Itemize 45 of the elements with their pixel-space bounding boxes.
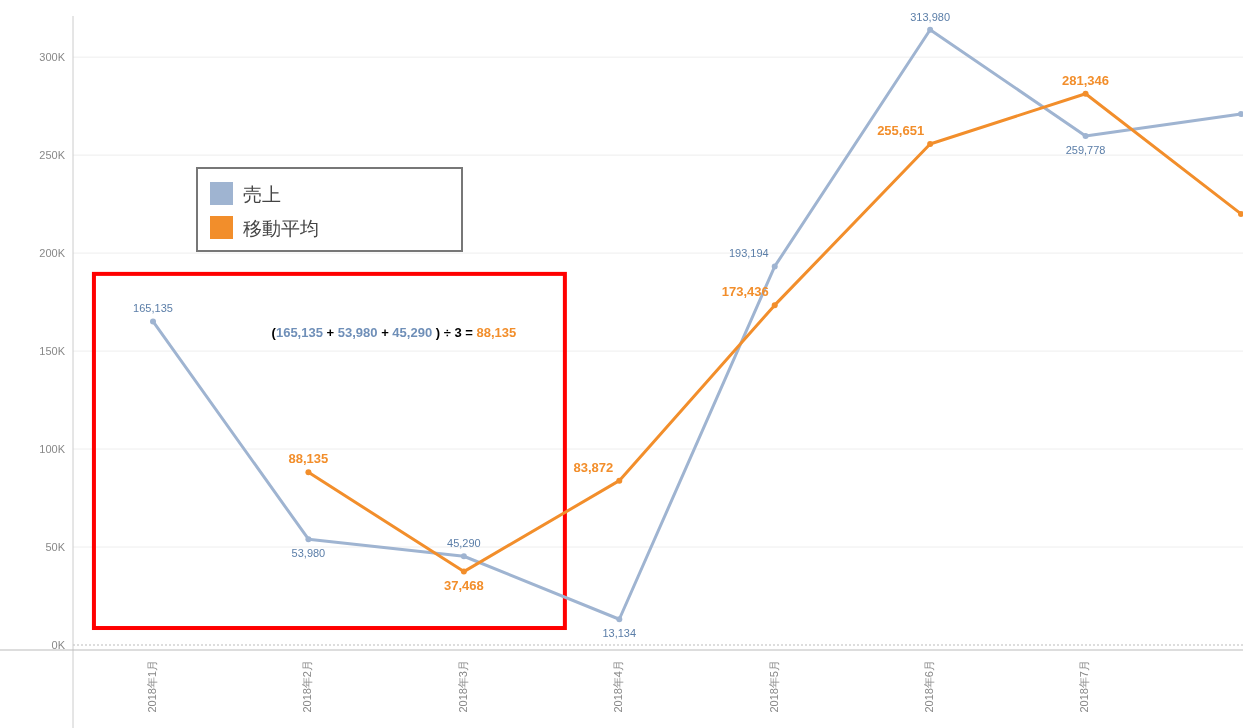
legend-label: 売上	[243, 184, 281, 205]
x-tick-label: 2018年3月	[456, 660, 469, 713]
data-label: 37,468	[443, 577, 484, 593]
point	[1238, 210, 1243, 217]
point	[1082, 90, 1089, 97]
point	[927, 141, 934, 148]
point	[927, 26, 934, 33]
data-label: 165,135	[133, 302, 173, 315]
point	[460, 553, 467, 560]
x-tick-label: 2018年7月	[1078, 660, 1091, 713]
y-tick-label: 300K	[39, 51, 66, 64]
data-label: 88,135	[288, 451, 329, 467]
x-tick-label: 2018年4月	[612, 660, 625, 713]
point	[771, 302, 778, 309]
x-tick-label: 2018年2月	[301, 660, 314, 713]
data-label: 53,980	[291, 547, 326, 560]
y-tick-label: 0K	[51, 639, 66, 651]
x-tick-label: 2018年5月	[767, 660, 780, 713]
point	[150, 318, 156, 325]
data-label: 281,346	[1062, 72, 1110, 88]
data-label: 13,134	[602, 627, 637, 640]
point	[616, 616, 623, 623]
x-tick-label: 2018年6月	[923, 660, 936, 713]
legend-label: 移動平均	[243, 218, 319, 239]
point	[616, 477, 623, 484]
annotation: (165,135 + 53,980 + 45,290 ) ÷ 3 = 88,135	[271, 324, 517, 340]
data-label: 255,651	[877, 123, 925, 139]
point	[305, 469, 312, 476]
point	[1238, 110, 1243, 117]
data-label: 193,194	[728, 247, 769, 260]
data-label: 173,436	[721, 284, 769, 300]
data-label: 313,980	[910, 10, 951, 23]
y-tick-label: 150K	[39, 345, 66, 358]
y-tick-label: 250K	[39, 149, 66, 162]
point	[460, 568, 467, 575]
y-tick-label: 100K	[39, 443, 66, 456]
point	[771, 263, 778, 270]
data-label: 45,290	[447, 537, 481, 550]
point	[1082, 132, 1089, 139]
y-tick-label: 200K	[39, 247, 66, 260]
data-label: 259,778	[1065, 143, 1106, 156]
x-tick-label: 2018年1月	[145, 660, 158, 713]
y-tick-label: 50K	[45, 541, 66, 554]
point	[305, 536, 312, 543]
data-label: 83,872	[573, 459, 614, 475]
